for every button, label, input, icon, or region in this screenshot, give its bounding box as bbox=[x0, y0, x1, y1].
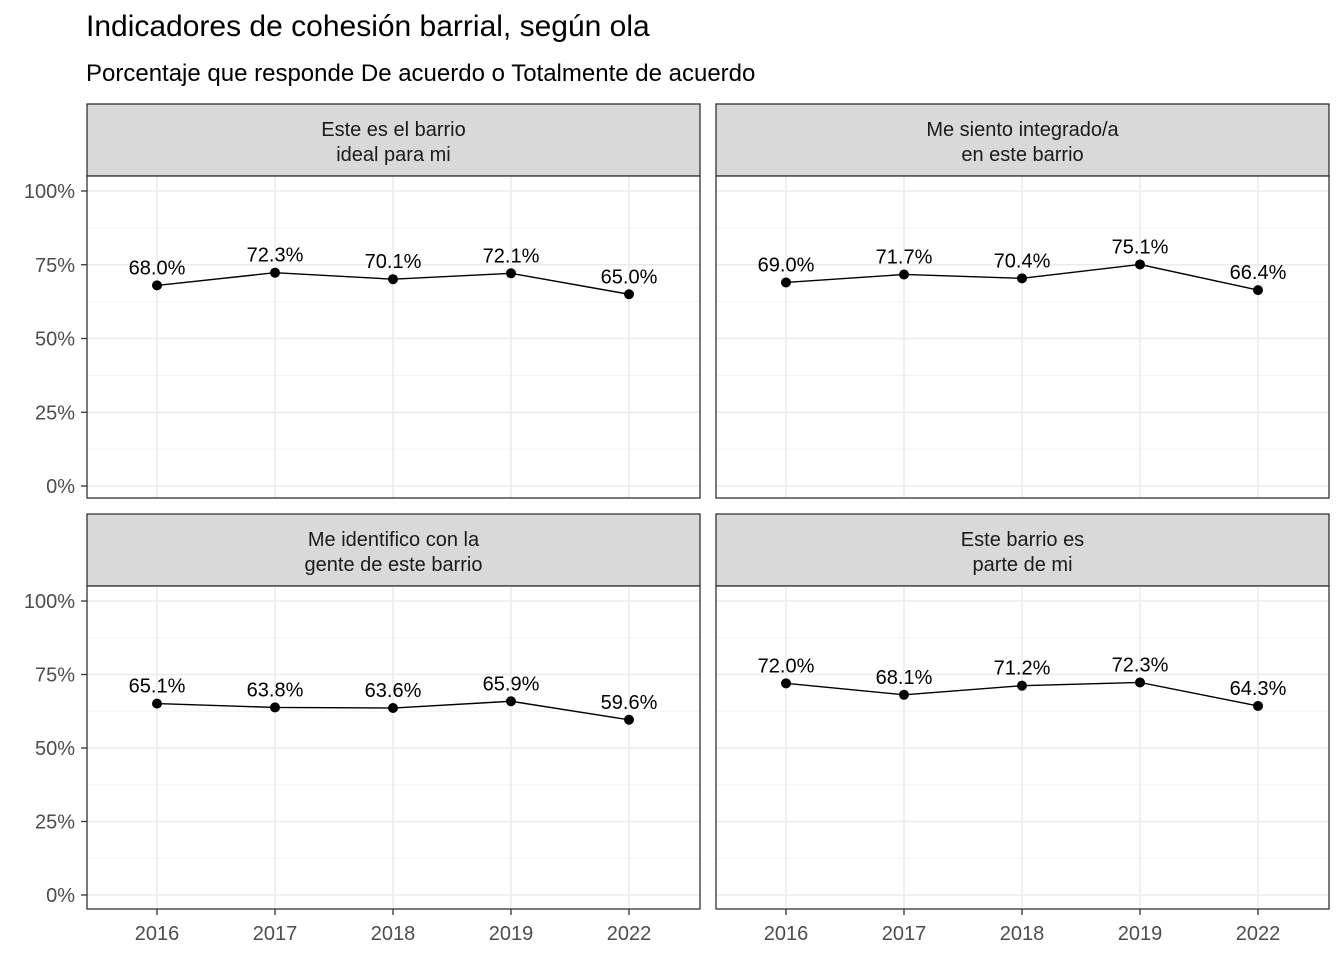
data-point bbox=[781, 277, 791, 288]
data-point bbox=[506, 696, 516, 707]
y-tick-label: 50% bbox=[35, 738, 75, 760]
data-point bbox=[781, 678, 791, 689]
data-label: 70.1% bbox=[365, 251, 422, 273]
data-point bbox=[506, 268, 516, 279]
data-point bbox=[1135, 259, 1145, 270]
x-tick-label: 2017 bbox=[882, 923, 927, 945]
facet-panel-3: Me identifico con la gente de este barrio… bbox=[24, 513, 701, 945]
y-tick-label: 0% bbox=[46, 476, 75, 498]
data-label: 72.0% bbox=[758, 655, 815, 677]
facet-strip bbox=[86, 513, 701, 587]
data-label: 65.0% bbox=[601, 266, 658, 288]
data-label: 72.1% bbox=[483, 245, 540, 267]
data-label: 66.4% bbox=[1230, 262, 1287, 284]
panel-border bbox=[86, 175, 701, 499]
x-tick-label: 2019 bbox=[489, 923, 534, 945]
chart-title: Indicadores de cohesión barrial, según o… bbox=[86, 10, 650, 43]
facet-strip-label: ideal para mi bbox=[336, 144, 451, 166]
data-label: 65.1% bbox=[129, 676, 186, 698]
facet-strip-label: en este barrio bbox=[961, 144, 1083, 166]
facet-strip-label: parte de mi bbox=[972, 554, 1072, 576]
data-point bbox=[1253, 700, 1263, 711]
data-point bbox=[624, 289, 634, 300]
facet-strip-label: gente de este barrio bbox=[305, 554, 483, 576]
y-tick-label: 0% bbox=[46, 885, 75, 907]
x-tick-label: 2022 bbox=[1236, 923, 1281, 945]
y-tick-label: 75% bbox=[35, 255, 75, 277]
facet-panel-2: Me siento integrado/a en este barrio 69.0%… bbox=[715, 103, 1330, 499]
y-tick-label: 25% bbox=[35, 812, 75, 834]
data-label: 70.4% bbox=[994, 250, 1051, 272]
panel-border bbox=[715, 175, 1330, 499]
data-point bbox=[152, 698, 162, 709]
data-label: 71.2% bbox=[994, 658, 1051, 680]
x-tick-label: 2016 bbox=[135, 923, 180, 945]
x-tick-label: 2018 bbox=[371, 923, 416, 945]
y-tick-label: 50% bbox=[35, 329, 75, 351]
data-label: 71.7% bbox=[876, 246, 933, 268]
data-label: 68.1% bbox=[876, 667, 933, 689]
y-tick-label: 75% bbox=[35, 665, 75, 687]
data-label: 65.9% bbox=[483, 673, 540, 695]
data-point bbox=[388, 703, 398, 714]
facet-strip-label: Me identifico con la bbox=[308, 529, 480, 551]
data-point bbox=[270, 702, 280, 713]
data-point bbox=[270, 267, 280, 278]
facet-strip-label: Este barrio es bbox=[961, 529, 1084, 551]
x-tick-label: 2018 bbox=[1000, 923, 1045, 945]
data-label: 69.0% bbox=[758, 254, 815, 276]
data-label: 63.6% bbox=[365, 680, 422, 702]
facet-panel-4: Este barrio es parte de mi 72.0% 68.1% 71.2%… bbox=[715, 513, 1330, 945]
y-tick-label: 25% bbox=[35, 402, 75, 424]
data-point bbox=[1135, 677, 1145, 688]
data-point bbox=[899, 269, 909, 280]
data-label: 64.3% bbox=[1230, 678, 1287, 700]
data-point bbox=[1017, 273, 1027, 284]
data-label: 72.3% bbox=[1112, 654, 1169, 676]
chart-subtitle: Porcentaje que responde De acuerdo o Tot… bbox=[86, 60, 756, 87]
data-point bbox=[388, 274, 398, 285]
data-point bbox=[624, 714, 634, 725]
data-point bbox=[1017, 680, 1027, 691]
x-tick-label: 2019 bbox=[1118, 923, 1163, 945]
facet-strip bbox=[715, 513, 1330, 587]
data-label: 63.8% bbox=[247, 679, 304, 701]
y-tick-label: 100% bbox=[24, 591, 75, 613]
data-point bbox=[899, 689, 909, 700]
data-label: 75.1% bbox=[1112, 236, 1169, 258]
data-label: 68.0% bbox=[129, 257, 186, 279]
facet-strip-label: Este es el barrio bbox=[321, 119, 466, 141]
data-point bbox=[1253, 285, 1263, 296]
y-tick-label: 100% bbox=[24, 181, 75, 203]
facet-panel-1: Este es el barrio ideal para mi 68.0% 72.3%… bbox=[24, 103, 701, 499]
data-label: 59.6% bbox=[601, 692, 658, 714]
x-tick-label: 2022 bbox=[607, 923, 652, 945]
data-label: 72.3% bbox=[247, 245, 304, 267]
x-tick-label: 2016 bbox=[764, 923, 809, 945]
facet-strip-label: Me siento integrado/a bbox=[926, 119, 1119, 141]
data-point bbox=[152, 280, 162, 291]
x-tick-label: 2017 bbox=[253, 923, 298, 945]
